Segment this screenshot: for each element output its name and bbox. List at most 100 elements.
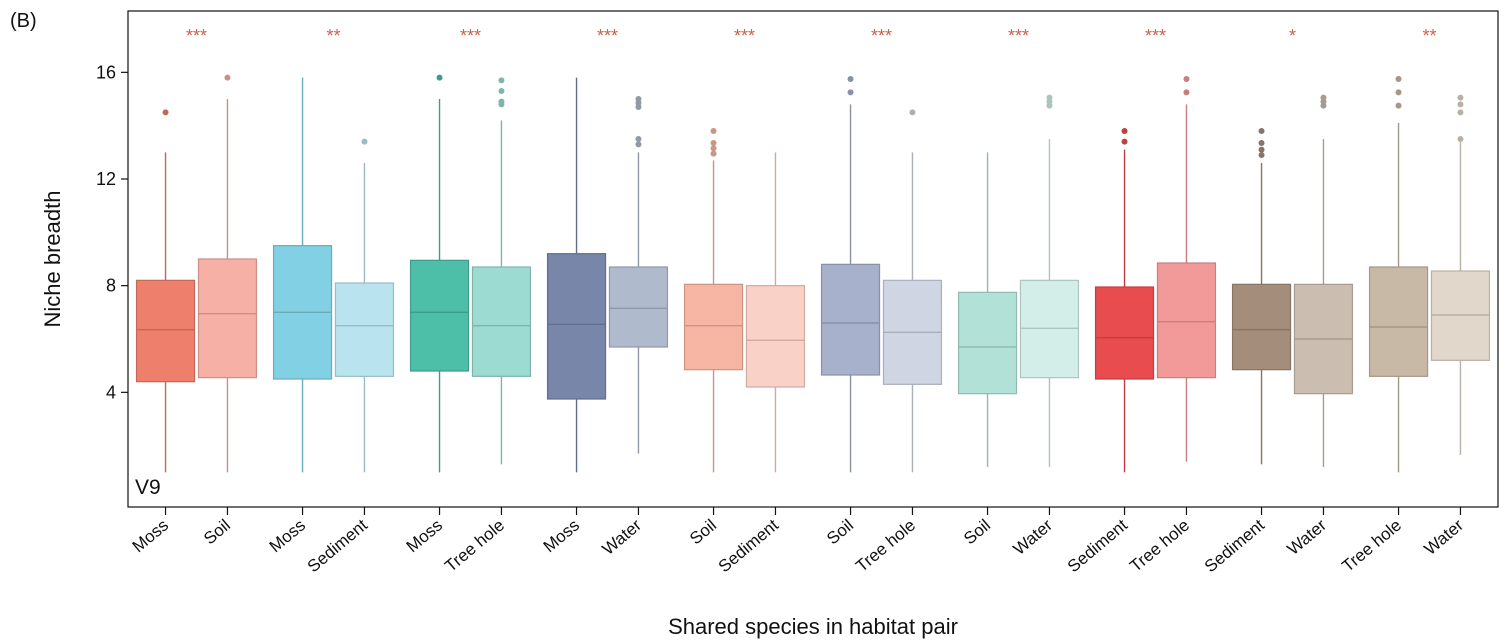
significance-label: *** (186, 26, 207, 46)
box-iqr (1368, 266, 1429, 377)
outlier-point (1183, 76, 1190, 82)
outlier-point (847, 89, 854, 96)
box-iqr (820, 263, 881, 376)
x-tick-label: Moss (403, 516, 446, 557)
outlier-point (710, 150, 717, 157)
outlier-point (1395, 89, 1402, 96)
outlier-point (635, 141, 642, 148)
box-5-1 (683, 128, 744, 473)
x-tick-label: Tree hole (1338, 516, 1405, 576)
outlier-point (1395, 102, 1402, 109)
x-tick-label: Water (1421, 515, 1468, 559)
outlier-point (1046, 94, 1053, 101)
outlier-point (1320, 94, 1327, 101)
outlier-point (224, 74, 231, 81)
box-iqr (1156, 262, 1217, 379)
box-6-2 (882, 109, 943, 473)
significance-label: * (1289, 26, 1296, 46)
box-8-1 (1094, 128, 1155, 473)
outlier-point (436, 74, 443, 81)
y-tick-label: 8 (106, 276, 116, 296)
box-iqr (608, 266, 669, 348)
box-4-1 (546, 77, 607, 473)
significance-label: *** (871, 26, 892, 46)
outlier-point (1258, 140, 1265, 146)
outlier-point (498, 77, 505, 84)
x-tick-label: Soil (686, 516, 720, 549)
outlier-point (1457, 101, 1464, 108)
significance-label: *** (597, 26, 618, 46)
x-tick-label: Sediment (1201, 515, 1268, 576)
outlier-point (162, 109, 169, 116)
box-2-1 (272, 77, 333, 473)
outlier-point (710, 145, 717, 152)
outlier-point (635, 96, 642, 102)
outlier-point (1183, 89, 1190, 96)
outlier-point (361, 138, 368, 145)
outlier-point (710, 140, 717, 146)
significance-label: *** (1145, 26, 1166, 46)
outlier-point (1258, 152, 1265, 158)
outlier-point (1457, 136, 1464, 142)
panel-label: (B) (10, 10, 37, 32)
box-2-2 (334, 138, 395, 473)
box-iqr (1094, 286, 1155, 380)
x-tick-label: Sediment (715, 515, 782, 576)
box-iqr (135, 279, 196, 383)
outlier-point (498, 98, 505, 105)
box-iqr (745, 285, 806, 388)
box-9-1 (1231, 128, 1292, 465)
x-tick-label: Water (599, 515, 646, 559)
outlier-point (710, 128, 717, 134)
outlier-point (1395, 76, 1402, 82)
box-7-1 (957, 152, 1018, 467)
x-tick-label: Tree hole (441, 516, 508, 576)
significance-label: ** (326, 26, 340, 46)
significance-label: *** (1008, 26, 1029, 46)
box-iqr (1231, 283, 1292, 371)
significance-label: ** (1422, 26, 1436, 46)
box-9-2 (1293, 94, 1354, 467)
box-iqr (197, 258, 258, 379)
x-tick-label: Water (1284, 515, 1331, 559)
x-tick-label: Soil (200, 516, 234, 549)
outlier-point (1121, 128, 1128, 134)
box-7-2 (1019, 94, 1080, 467)
box-iqr (471, 266, 532, 377)
significance-label: *** (460, 26, 481, 46)
x-tick-label: Water (1010, 515, 1057, 559)
box-3-2 (471, 77, 532, 465)
box-5-2 (745, 152, 806, 473)
box-1-1 (135, 109, 196, 473)
outlier-point (1457, 109, 1464, 116)
box-1-2 (197, 74, 258, 473)
box-iqr (334, 282, 395, 377)
y-tick-label: 12 (96, 169, 116, 189)
box-iqr (409, 259, 470, 372)
box-10-1 (1368, 76, 1429, 473)
boxes-layer (135, 74, 1491, 473)
x-tick-label: Sediment (1064, 515, 1131, 576)
significance-label: *** (734, 26, 755, 46)
subplot-annotation: V9 (135, 476, 161, 499)
x-tick-label: Sediment (304, 515, 371, 576)
outlier-point (498, 88, 505, 94)
box-8-2 (1156, 76, 1217, 462)
x-tick-label: Tree hole (1126, 516, 1193, 576)
y-tick-label: 4 (106, 382, 116, 402)
x-tick-label: Tree hole (852, 516, 919, 576)
y-tick-label: 16 (96, 62, 116, 82)
outlier-point (909, 109, 916, 116)
box-iqr (683, 283, 744, 371)
plot-frame (127, 10, 1499, 508)
x-tick-label: Moss (266, 516, 309, 557)
outlier-point (1457, 94, 1464, 101)
box-3-1 (409, 74, 470, 473)
box-10-2 (1430, 94, 1491, 455)
outlier-point (635, 136, 642, 142)
x-tick-label: Soil (823, 516, 857, 549)
x-tick-label: Soil (960, 516, 994, 549)
box-iqr (546, 253, 607, 400)
box-6-1 (820, 76, 881, 473)
